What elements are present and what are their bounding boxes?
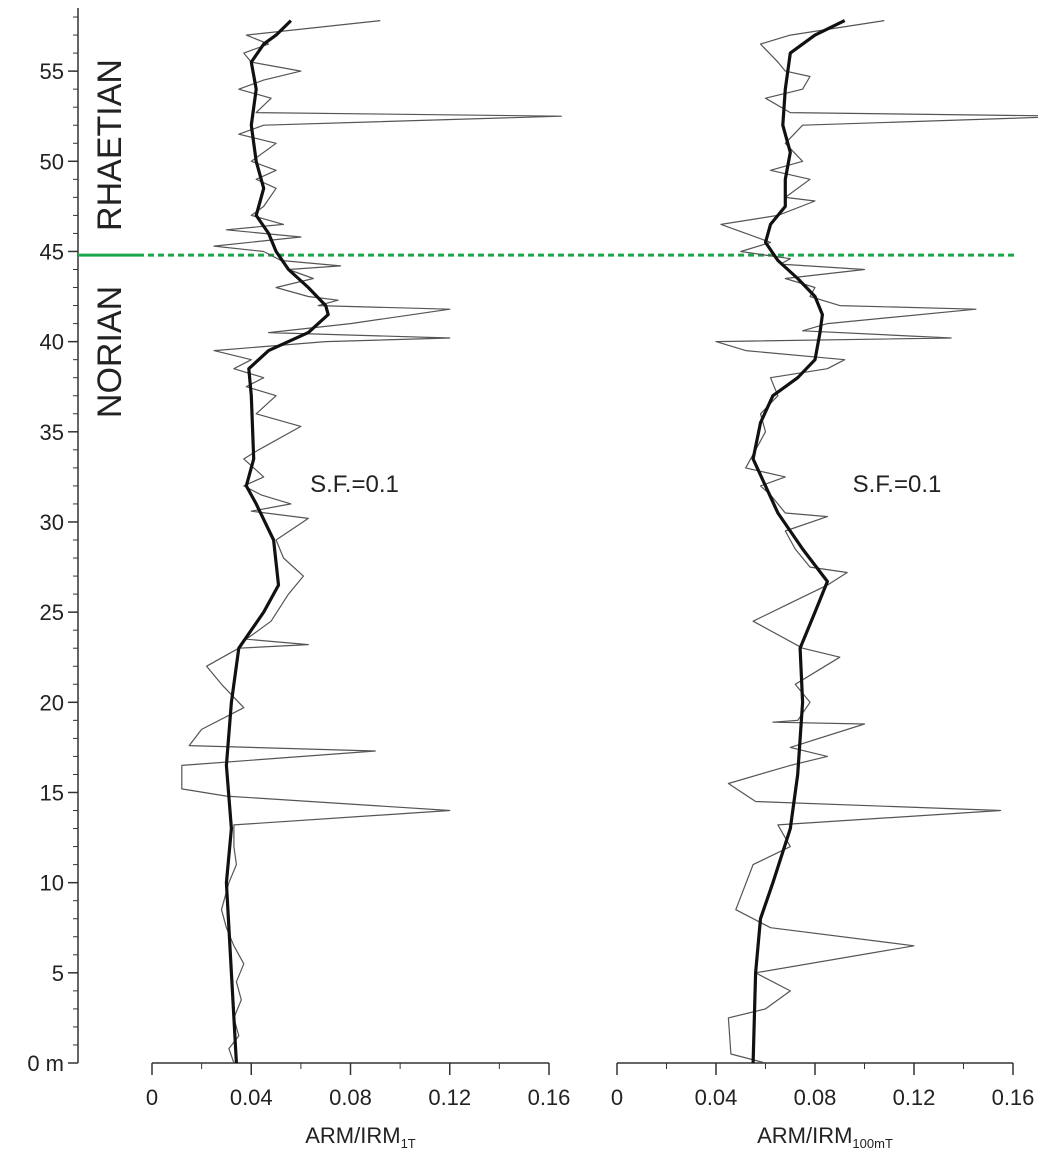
x-tick-label: 0.12 xyxy=(893,1085,936,1110)
annotation: S.F.=0.1 xyxy=(310,471,399,498)
x-tick-label: 0.16 xyxy=(528,1085,571,1110)
x-tick-label: 0.12 xyxy=(428,1085,471,1110)
annotation: S.F.=0.1 xyxy=(853,471,942,498)
y-tick-label: 40 xyxy=(40,330,64,355)
y-tick-label: 50 xyxy=(40,149,64,174)
stage-label: NORIAN xyxy=(91,286,129,418)
x-axis-label-sub: 1T xyxy=(401,1136,416,1151)
x-axis-label-main: ARM/IRM xyxy=(305,1123,400,1148)
y-tick-label: 0 m xyxy=(27,1051,64,1076)
x-axis-label: ARM/IRM1T xyxy=(305,1123,416,1151)
x-axis-label: ARM/IRM100mT xyxy=(757,1123,893,1151)
y-tick-label: 35 xyxy=(40,420,64,445)
y-tick-label: 10 xyxy=(40,871,64,896)
y-tick-label: 55 xyxy=(40,59,64,84)
x-tick-label: 0.16 xyxy=(992,1085,1035,1110)
y-tick-label: 5 xyxy=(52,961,64,986)
raw-line xyxy=(181,20,562,1064)
smoothed-line xyxy=(751,19,846,1064)
x-axis-label-sub: 100mT xyxy=(852,1136,893,1151)
x-tick-label: 0 xyxy=(611,1085,623,1110)
x-tick-label: 0 xyxy=(146,1085,158,1110)
y-tick-label: 30 xyxy=(40,510,64,535)
x-axis-label-main: ARM/IRM xyxy=(757,1123,852,1148)
y-tick-label: 45 xyxy=(40,239,64,264)
x-tick-label: 0.08 xyxy=(794,1085,837,1110)
y-tick-label: 20 xyxy=(40,690,64,715)
raw-line xyxy=(715,20,1038,1064)
stage-label: RHAETIAN xyxy=(91,59,129,231)
x-tick-label: 0.04 xyxy=(695,1085,738,1110)
y-tick-label: 15 xyxy=(40,780,64,805)
x-tick-label: 0.08 xyxy=(329,1085,372,1110)
y-tick-label: 25 xyxy=(40,600,64,625)
x-tick-label: 0.04 xyxy=(230,1085,273,1110)
smoothed-line xyxy=(224,19,330,1064)
